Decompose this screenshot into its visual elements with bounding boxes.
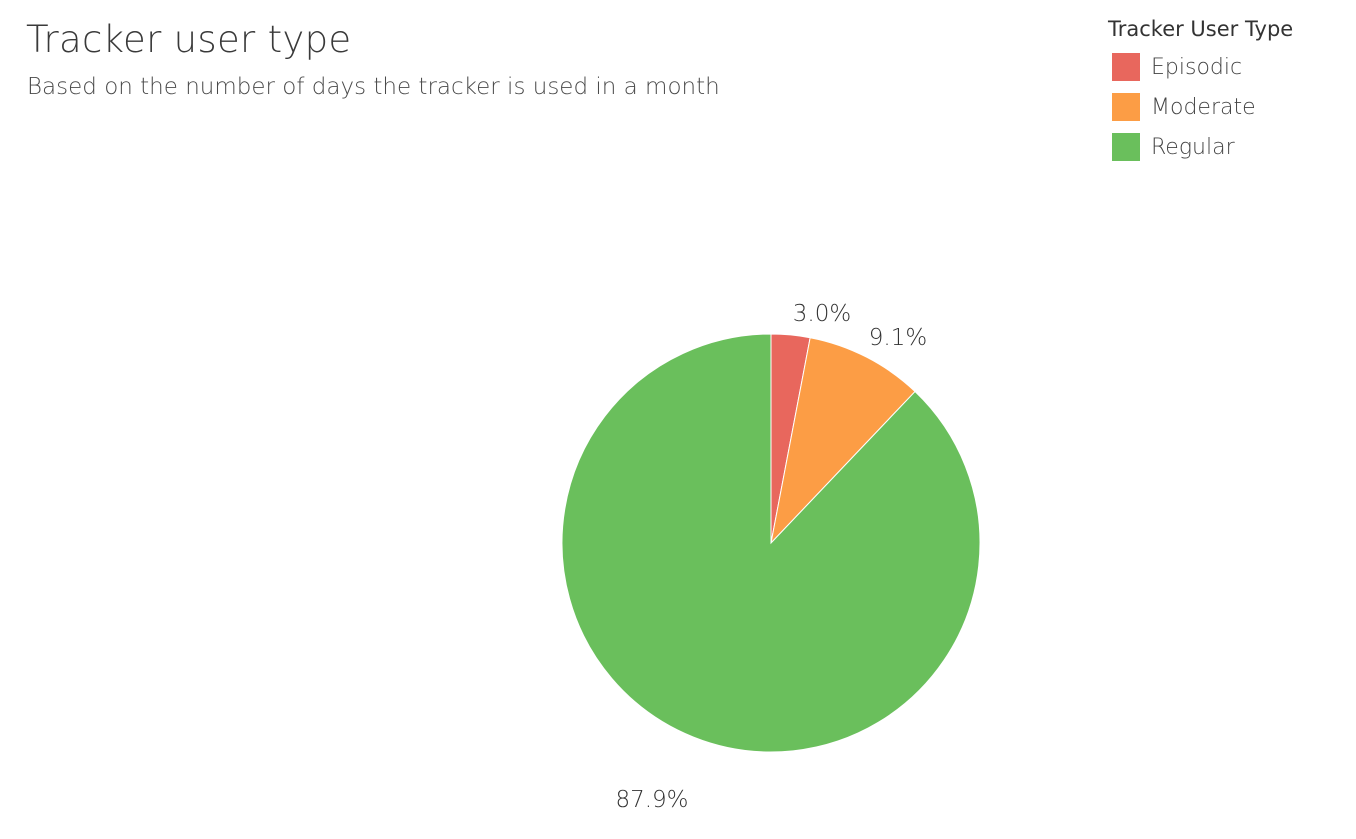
legend-label-regular: Regular [1151, 134, 1235, 160]
legend-title: Tracker User Type [1108, 17, 1294, 41]
legend-item-episodic[interactable]: Episodic [1108, 47, 1348, 87]
slice-label-moderate: 9.1% [869, 325, 927, 351]
legend-swatch-moderate [1112, 93, 1140, 121]
pie-slice-moderate[interactable] [770, 337, 916, 545]
slice-label-episodic: 3.0% [793, 301, 851, 327]
legend-label-episodic: Episodic [1151, 54, 1243, 80]
legend-swatch-episodic [1112, 53, 1140, 81]
legend-item-moderate[interactable]: Moderate [1108, 87, 1348, 127]
pie-slice-regular[interactable] [561, 333, 981, 753]
legend-label-moderate: Moderate [1151, 94, 1256, 120]
legend-swatch-regular [1112, 133, 1140, 161]
chart-subtitle: Based on the number of days the tracker … [27, 74, 720, 100]
chart-title: Tracker user type [26, 18, 352, 61]
legend-item-regular[interactable]: Regular [1108, 127, 1348, 167]
legend: Tracker User Type Episodic Moderate Regu… [1108, 17, 1348, 167]
slice-label-regular: 87.9% [615, 787, 688, 813]
